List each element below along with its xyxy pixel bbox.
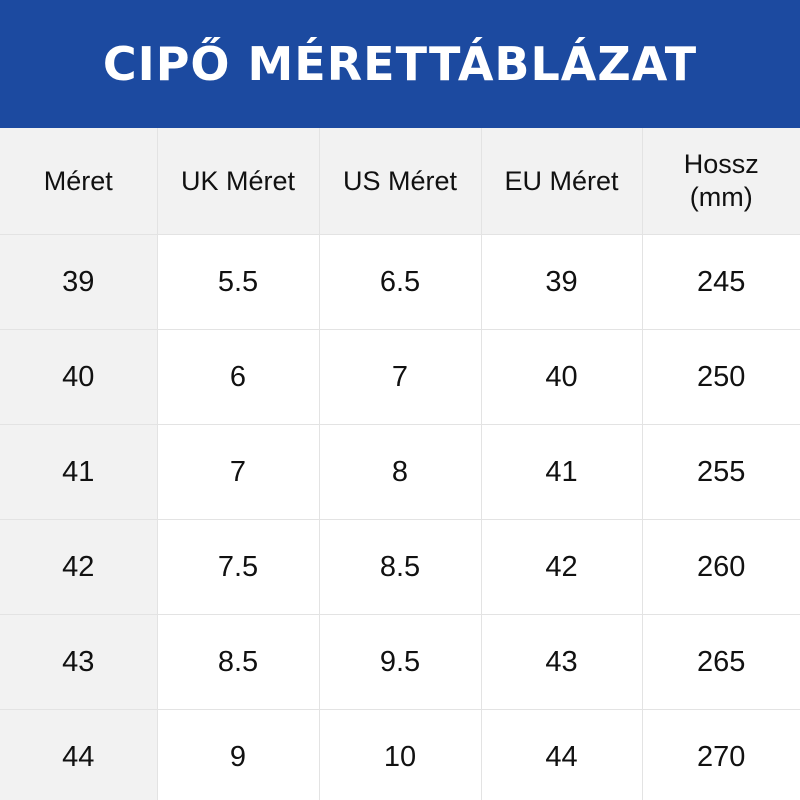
column-header-label: Hossz	[683, 149, 759, 179]
cell-size: 39	[0, 234, 158, 330]
cell-length-mm: 250	[642, 329, 800, 425]
cell-length-mm: 245	[642, 234, 800, 330]
table-row: 44 9 10 44 270	[0, 709, 800, 800]
cell-eu-size: 41	[481, 424, 643, 520]
table-header-row: Méret UK Méret US Méret EU Méret Hossz (…	[0, 128, 800, 235]
table-body: 39 5.5 6.5 39 245 40 6 7 40 250 41 7 8 41 255 42 7.5 8.5 4…	[0, 234, 800, 800]
cell-uk-size: 7.5	[157, 519, 320, 615]
column-header-us-size: US Méret	[319, 128, 482, 235]
cell-us-size: 8	[319, 424, 482, 520]
cell-uk-size: 8.5	[157, 614, 320, 710]
table-row: 43 8.5 9.5 43 265	[0, 614, 800, 710]
table-row: 42 7.5 8.5 42 260	[0, 519, 800, 615]
cell-uk-size: 6	[157, 329, 320, 425]
cell-us-size: 9.5	[319, 614, 482, 710]
cell-uk-size: 9	[157, 709, 320, 800]
column-header-label: EU Méret	[504, 165, 619, 196]
cell-size: 43	[0, 614, 158, 710]
cell-uk-size: 5.5	[157, 234, 320, 330]
size-table: Méret UK Méret US Méret EU Méret Hossz (…	[0, 128, 800, 800]
cell-length-mm: 260	[642, 519, 800, 615]
cell-uk-size: 7	[157, 424, 320, 520]
column-header-eu-size: EU Méret	[481, 128, 643, 235]
table-row: 40 6 7 40 250	[0, 329, 800, 425]
column-header-unit: (mm)	[689, 182, 753, 212]
column-header-label: Méret	[43, 165, 113, 196]
cell-size: 41	[0, 424, 158, 520]
column-header-length: Hossz (mm)	[642, 128, 800, 235]
cell-eu-size: 40	[481, 329, 643, 425]
cell-length-mm: 255	[642, 424, 800, 520]
cell-size: 44	[0, 709, 158, 800]
page-title: CIPŐ MÉRETTÁBLÁZAT	[102, 37, 698, 91]
cell-eu-size: 42	[481, 519, 643, 615]
cell-us-size: 10	[319, 709, 482, 800]
table-row: 41 7 8 41 255	[0, 424, 800, 520]
column-header-label: UK Méret	[180, 165, 296, 196]
cell-eu-size: 44	[481, 709, 643, 800]
title-banner: CIPŐ MÉRETTÁBLÁZAT	[0, 0, 800, 128]
cell-eu-size: 39	[481, 234, 643, 330]
cell-size: 42	[0, 519, 158, 615]
column-header-label: US Méret	[342, 165, 458, 196]
table-row: 39 5.5 6.5 39 245	[0, 234, 800, 330]
cell-length-mm: 265	[642, 614, 800, 710]
cell-us-size: 6.5	[319, 234, 482, 330]
column-header-uk-size: UK Méret	[157, 128, 320, 235]
cell-us-size: 7	[319, 329, 482, 425]
cell-length-mm: 270	[642, 709, 800, 800]
cell-size: 40	[0, 329, 158, 425]
cell-eu-size: 43	[481, 614, 643, 710]
cell-us-size: 8.5	[319, 519, 482, 615]
column-header-size: Méret	[0, 128, 158, 235]
